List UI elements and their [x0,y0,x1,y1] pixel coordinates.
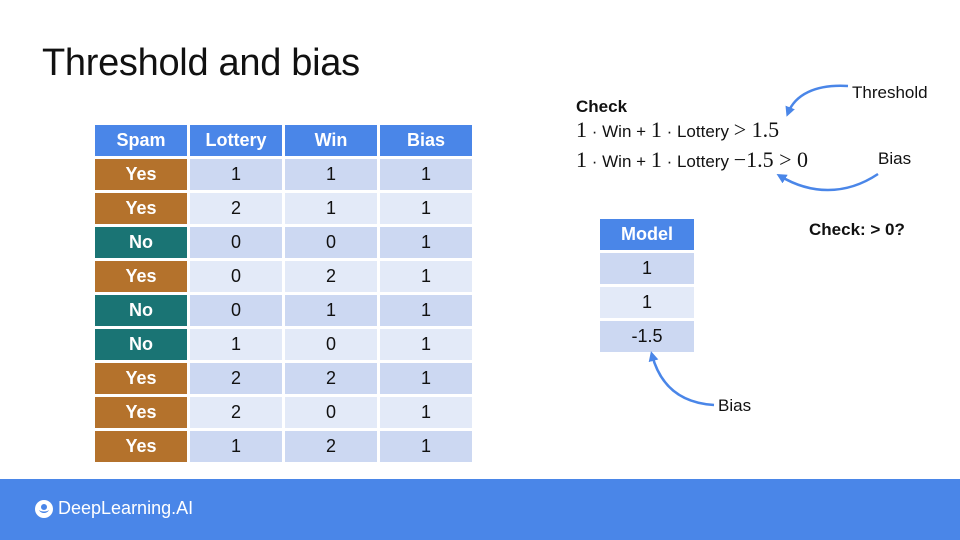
spam-data-table: Spam Lottery Win Bias Yes 1 1 1 Yes 2 1 1 No 0 0 1 Y… [92,122,475,465]
win-cell: 0 [285,227,377,258]
bias-cell: 1 [380,431,472,462]
bias-cell: 1 [380,329,472,360]
bias-arrow-bottom [648,351,715,407]
model-row-bias: -1.5 [600,321,694,352]
bias-annotation-top: Bias [878,149,912,168]
lottery-cell: 2 [190,363,282,394]
header-win: Win [285,125,377,156]
win-cell: 2 [285,431,377,462]
eq2-coef-win: 1 [576,147,587,172]
eq1-plus: + [636,122,647,141]
bias-equation: 1 · Win + 1 · Lottery −1.5 > 0 [576,147,808,173]
header-model: Model [600,219,694,250]
table-row: No 0 0 1 [95,227,472,258]
win-cell: 2 [285,363,377,394]
model-weight-2: 1 [600,287,694,318]
header-spam: Spam [95,125,187,156]
spam-label-cell: Yes [95,193,187,224]
check-greater-zero-annotation: Check: > 0? [809,220,905,239]
eq2-dot-win: · [591,152,598,171]
model-row-lottery-weight: 1 [600,253,694,284]
threshold-equation: 1 · Win + 1 · Lottery > 1.5 [576,117,779,143]
eq2-dot-lottery: · [666,152,673,171]
model-header-row: Model [600,219,694,250]
lottery-cell: 2 [190,397,282,428]
threshold-arrow [785,84,849,117]
eq1-coef-win: 1 [576,117,587,142]
eq2-coef-lottery: 1 [650,147,662,172]
spam-label-cell: Yes [95,431,187,462]
eq1-dot-win: · [591,122,598,141]
model-weight-1: 1 [600,253,694,284]
win-cell: 1 [285,295,377,326]
header-lottery: Lottery [190,125,282,156]
spam-label-cell: Yes [95,397,187,428]
lottery-cell: 1 [190,159,282,190]
win-cell: 0 [285,329,377,360]
table-row: Yes 1 1 1 [95,159,472,190]
bias-cell: 1 [380,227,472,258]
table-row: No 0 1 1 [95,295,472,326]
eq2-relation: −1.5 > 0 [733,147,809,172]
spam-label-cell: Yes [95,159,187,190]
win-cell: 1 [285,159,377,190]
lottery-cell: 2 [190,193,282,224]
model-row-win-weight: 1 [600,287,694,318]
lottery-cell: 0 [190,227,282,258]
brand-name: DeepLearning.AI [58,498,194,518]
eq1-word-lottery: Lottery [676,122,729,141]
threshold-annotation: Threshold [852,83,928,102]
model-table: Model 1 1 -1.5 [597,216,697,355]
bias-cell: 1 [380,295,472,326]
eq2-plus: + [636,152,647,171]
lottery-cell: 1 [190,329,282,360]
footer-bar: DeepLearning.AI [0,479,960,540]
bias-cell: 1 [380,261,472,292]
brand-logo: DeepLearning.AI [34,498,193,519]
eq1-relation: > 1.5 [733,117,780,142]
spam-label-cell: No [95,329,187,360]
bias-cell: 1 [380,159,472,190]
eq2-word-win: Win [602,152,632,171]
eq1-dot-lottery: · [666,122,673,141]
header-bias: Bias [380,125,472,156]
model-bias-value: -1.5 [600,321,694,352]
bias-cell: 1 [380,193,472,224]
win-cell: 2 [285,261,377,292]
lottery-cell: 1 [190,431,282,462]
table-header-row: Spam Lottery Win Bias [95,125,472,156]
eq1-word-win: Win [602,122,632,141]
spam-label-cell: Yes [95,261,187,292]
table-row: Yes 2 0 1 [95,397,472,428]
bias-cell: 1 [380,363,472,394]
bias-cell: 1 [380,397,472,428]
table-row: Yes 0 2 1 [95,261,472,292]
table-row: No 1 0 1 [95,329,472,360]
win-cell: 0 [285,397,377,428]
win-cell: 1 [285,193,377,224]
eq1-coef-lottery: 1 [650,117,662,142]
lottery-cell: 0 [190,295,282,326]
spam-label-cell: No [95,227,187,258]
eq2-word-lottery: Lottery [676,152,729,171]
check-heading: Check [576,97,628,116]
table-row: Yes 2 2 1 [95,363,472,394]
bias-annotation-bottom: Bias [718,396,752,415]
lottery-cell: 0 [190,261,282,292]
spam-label-cell: Yes [95,363,187,394]
spam-label-cell: No [95,295,187,326]
table-row: Yes 2 1 1 [95,193,472,224]
bias-arrow-top [776,172,879,192]
deeplearning-logo-icon [35,499,53,518]
slide-title: Threshold and bias [42,42,360,84]
table-row: Yes 1 2 1 [95,431,472,462]
